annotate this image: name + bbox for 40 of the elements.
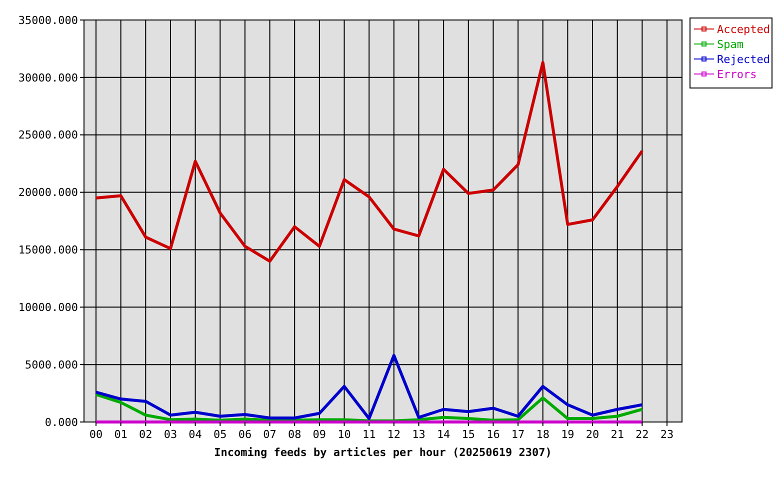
line-series <box>94 354 644 420</box>
y-tick-label: 15000.000 <box>18 244 78 257</box>
legend-label: Rejected <box>717 52 770 66</box>
y-tick-label: 35000.000 <box>18 14 78 27</box>
x-tick-label: 13 <box>412 428 426 441</box>
line-series <box>94 392 644 422</box>
y-tick-label: 0.000 <box>44 416 78 429</box>
x-tick-label: 20 <box>586 428 600 441</box>
x-tick-label: 16 <box>486 428 500 441</box>
x-tick-label: 09 <box>312 428 326 441</box>
x-tick-label: 17 <box>511 428 525 441</box>
x-tick-label: 14 <box>436 428 451 441</box>
x-tick-label: 21 <box>610 428 624 441</box>
x-tick-label: 06 <box>238 428 252 441</box>
x-tick-label: 19 <box>561 428 574 441</box>
y-tick-label: 5000.000 <box>25 358 78 372</box>
x-tick-label: 01 <box>114 428 128 441</box>
legend-label: Accepted <box>717 22 770 36</box>
x-axis-title: Incoming feeds by articles per hour (20250619 2307) <box>214 446 552 459</box>
y-tick-label: 10000.000 <box>18 300 78 314</box>
x-tick-label: 02 <box>139 428 152 441</box>
x-tick-label: 15 <box>462 428 476 441</box>
x-tick-label: 04 <box>188 428 202 441</box>
x-tick-label: 00 <box>89 428 103 441</box>
legend-label: Spam <box>717 38 744 51</box>
x-tick-label: 10 <box>338 428 351 441</box>
y-tick-label: 30000.000 <box>18 71 78 84</box>
x-tick-label: 18 <box>536 428 550 441</box>
x-tick-label: 22 <box>636 428 649 441</box>
x-tick-label: 08 <box>288 428 302 441</box>
y-tick-label: 25000.000 <box>18 128 78 142</box>
x-tick-label: 12 <box>387 428 401 441</box>
x-tick-label: 03 <box>164 428 178 441</box>
x-tick-label: 23 <box>660 428 674 441</box>
x-tick-label: 07 <box>263 428 276 441</box>
x-tick-label: 05 <box>214 428 227 441</box>
y-tick-label: 20000.000 <box>18 186 78 200</box>
legend-label: Errors <box>717 68 757 81</box>
x-tick-label: 11 <box>362 428 376 441</box>
line-series <box>94 60 644 263</box>
